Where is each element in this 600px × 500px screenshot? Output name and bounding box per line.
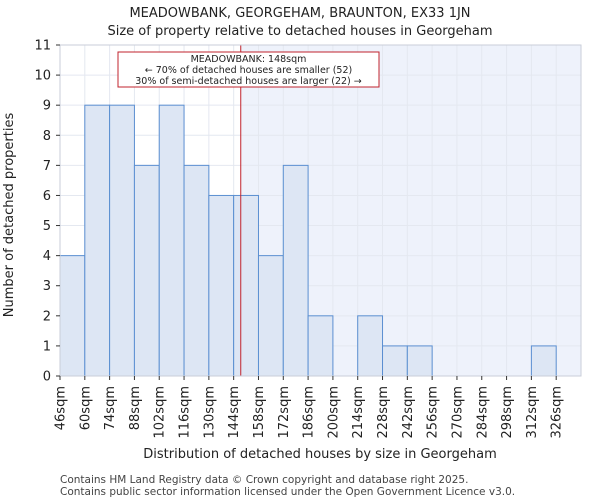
x-tick-label: 298sqm bbox=[500, 386, 515, 439]
bars bbox=[59, 104, 557, 377]
bar-116sqm bbox=[183, 164, 210, 377]
bar-144sqm bbox=[233, 194, 259, 377]
x-tick-label: 46sqm bbox=[54, 386, 69, 430]
chart-subtitle: Size of property relative to detached ho… bbox=[107, 24, 492, 39]
y-tick-label: 0 bbox=[43, 370, 51, 385]
y-tick-label: 7 bbox=[43, 159, 51, 174]
x-tick-label: 130sqm bbox=[202, 386, 217, 439]
annotation-line-2: ← 70% of detached houses are smaller (52… bbox=[145, 65, 352, 76]
x-tick-label: 200sqm bbox=[326, 386, 341, 439]
y-tick-label: 1 bbox=[43, 339, 51, 354]
bar-186sqm bbox=[307, 315, 334, 377]
x-tick-label: 214sqm bbox=[351, 386, 366, 439]
footer-line-2: Contains public sector information licen… bbox=[60, 486, 515, 498]
x-tick-label: 74sqm bbox=[103, 386, 118, 430]
x-tick-label: 172sqm bbox=[277, 386, 292, 439]
bar-60sqm bbox=[84, 104, 111, 377]
bar-74sqm bbox=[109, 104, 135, 377]
footer-line-1: Contains HM Land Registry data © Crown c… bbox=[60, 474, 468, 486]
x-axis-ticks: 46sqm 60sqm 74sqm 88sqm 102sqm 116sqm 130sqm 14… bbox=[54, 376, 565, 439]
x-tick-label: 256sqm bbox=[426, 386, 441, 439]
x-tick-label: 312sqm bbox=[525, 386, 540, 439]
y-tick-label: 5 bbox=[43, 219, 51, 234]
y-tick-label: 6 bbox=[43, 189, 51, 204]
x-tick-label: 186sqm bbox=[302, 386, 317, 439]
bar-242sqm bbox=[406, 345, 433, 377]
x-tick-label: 228sqm bbox=[376, 386, 391, 439]
x-tick-label: 60sqm bbox=[78, 386, 93, 430]
x-tick-label: 326sqm bbox=[550, 386, 565, 439]
x-tick-label: 284sqm bbox=[475, 386, 490, 439]
chart-title: MEADOWBANK, GEORGEHAM, BRAUNTON, EX33 1J… bbox=[129, 6, 470, 21]
bar-214sqm bbox=[357, 315, 384, 377]
y-axis-ticks: 0 1 2 3 4 5 6 7 8 9 10 11 bbox=[34, 39, 60, 385]
annotation-frame bbox=[117, 51, 380, 88]
bar-172sqm bbox=[282, 164, 309, 377]
annotation-line-1: MEADOWBANK: 148sqm bbox=[191, 54, 307, 65]
x-tick-label: 116sqm bbox=[178, 386, 193, 439]
x-tick-label: 242sqm bbox=[401, 386, 416, 439]
plot-area bbox=[59, 44, 582, 377]
bar-228sqm bbox=[382, 345, 408, 377]
y-tick-label: 11 bbox=[34, 39, 51, 54]
y-tick-label: 3 bbox=[43, 279, 51, 294]
y-tick-label: 10 bbox=[34, 69, 51, 84]
y-tick-label: 8 bbox=[43, 129, 51, 144]
bar-102sqm bbox=[158, 104, 185, 377]
bar-46sqm bbox=[59, 255, 86, 377]
x-tick-label: 88sqm bbox=[128, 386, 143, 430]
x-tick-label: 158sqm bbox=[252, 386, 267, 439]
annotation-box: MEADOWBANK: 148sqm ← 70% of detached hou… bbox=[117, 51, 380, 88]
y-tick-label: 9 bbox=[43, 99, 51, 114]
x-tick-label: 270sqm bbox=[450, 386, 465, 439]
x-tick-label: 102sqm bbox=[153, 386, 168, 439]
y-tick-label: 2 bbox=[43, 309, 51, 324]
x-tick-label: 144sqm bbox=[227, 386, 242, 439]
y-axis-label: Number of detached properties bbox=[2, 113, 17, 318]
bar-312sqm bbox=[530, 345, 557, 377]
bar-130sqm bbox=[208, 194, 235, 377]
bar-158sqm bbox=[257, 255, 284, 377]
x-axis-label: Distribution of detached houses by size … bbox=[143, 447, 497, 462]
bar-88sqm bbox=[133, 164, 160, 377]
annotation-line-3: 30% of semi-detached houses are larger (… bbox=[135, 76, 362, 87]
y-tick-label: 4 bbox=[43, 249, 51, 264]
